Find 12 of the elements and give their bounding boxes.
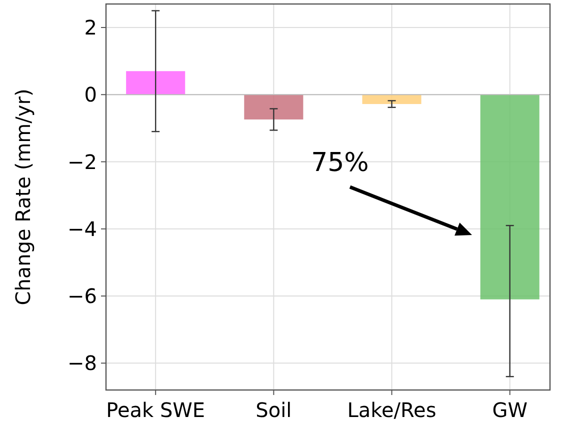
annotation: 75% bbox=[311, 148, 369, 178]
y-tick-label: −8 bbox=[68, 351, 97, 376]
x-tick-label: Lake/Res bbox=[347, 398, 436, 422]
y-tick-label: −6 bbox=[68, 284, 97, 308]
y-tick-label: −2 bbox=[68, 150, 97, 174]
y-tick-label: 2 bbox=[84, 15, 97, 40]
x-tick-label: Soil bbox=[256, 398, 292, 422]
x-tick-label: Peak SWE bbox=[106, 398, 206, 422]
y-tick-label: 0 bbox=[84, 82, 97, 107]
x-tick-label: GW bbox=[492, 398, 528, 422]
y-tick-label: −4 bbox=[68, 216, 97, 241]
y-axis-title: Change Rate (mm/yr) bbox=[11, 88, 35, 306]
